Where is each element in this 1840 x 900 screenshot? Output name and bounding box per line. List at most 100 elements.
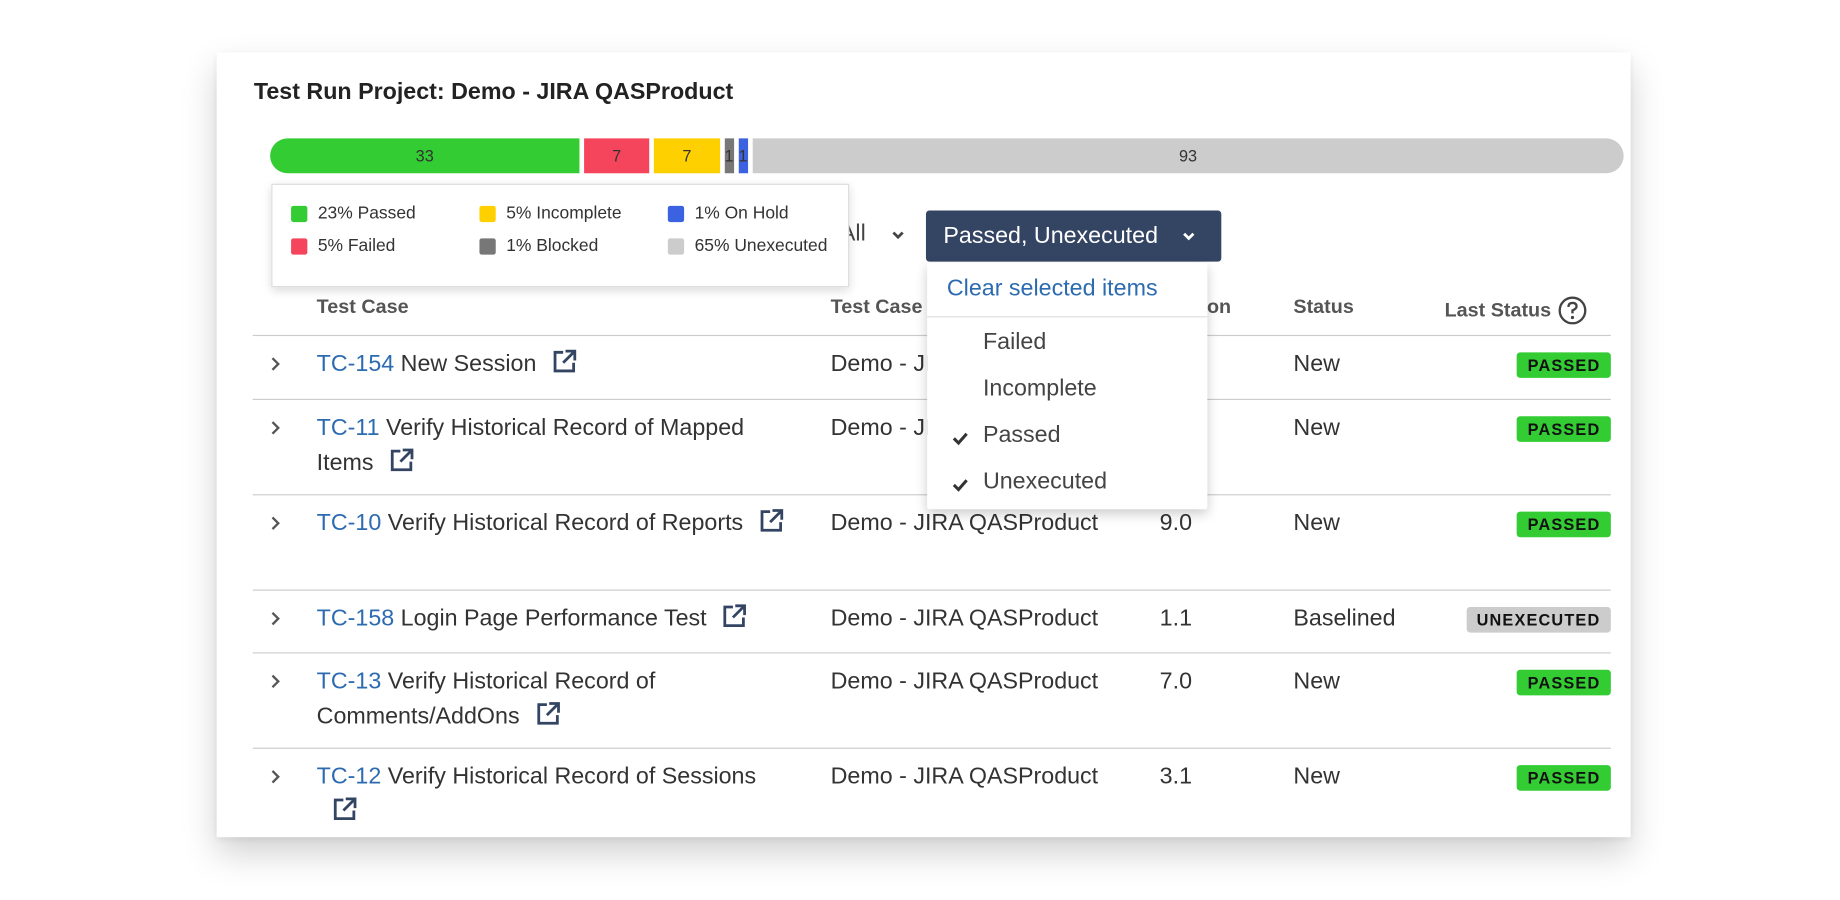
- last-status-badge: UNEXECUTED: [1466, 606, 1611, 633]
- menu-option[interactable]: Failed: [982, 329, 1047, 355]
- progress-segment: 7: [654, 138, 720, 174]
- progress-segment: 33: [270, 138, 580, 174]
- expand-chevron: [271, 357, 280, 371]
- legend-swatch: [667, 237, 685, 255]
- version: 7.0: [1159, 668, 1193, 695]
- test-case: TC-154 New Session: [317, 347, 794, 382]
- status: New: [1293, 510, 1340, 537]
- external-link-icon: [390, 448, 414, 472]
- test-case: TC-10 Verify Historical Record of Report…: [317, 506, 794, 541]
- clear-selected[interactable]: Clear selected items: [946, 275, 1158, 302]
- expand-chevron: [271, 421, 280, 435]
- legend-text: 23% Passed: [317, 203, 416, 224]
- scope-filter[interactable]: All: [840, 221, 905, 248]
- row-divider: [252, 747, 1611, 749]
- column-header: Last Status: [1445, 295, 1588, 325]
- external-link-icon: [536, 702, 560, 725]
- external-link-icon: [553, 349, 577, 373]
- legend-text: 1% On Hold: [694, 203, 789, 224]
- external-link-icon: [760, 509, 783, 532]
- expand-chevron: [271, 611, 280, 626]
- test-case: TC-12 Verify Historical Record of Sessio…: [317, 759, 794, 829]
- version: 1.1: [1159, 605, 1193, 632]
- expand-chevron: [271, 674, 280, 689]
- test-case: TC-13 Verify Historical Record of Commen…: [317, 664, 794, 734]
- title: Test Run Project: Demo - JIRA QASProduct: [253, 79, 734, 105]
- legend-text: 5% Failed: [317, 236, 396, 256]
- last-status-badge: PASSED: [1517, 416, 1611, 442]
- column-header: Test Case: [316, 295, 409, 318]
- menu-option[interactable]: Incomplete: [982, 375, 1097, 402]
- chevron: [1182, 232, 1194, 241]
- progress-segment: 7: [583, 138, 650, 174]
- legend-text: 65% Unexecuted: [694, 236, 828, 256]
- legend-text: 1% Blocked: [506, 236, 599, 256]
- menu-option[interactable]: Unexecuted: [982, 468, 1108, 495]
- chevron: [892, 230, 904, 239]
- legend-item: 23% Passed: [291, 203, 416, 223]
- last-status-badge: PASSED: [1517, 352, 1611, 378]
- row-divider: [252, 652, 1611, 654]
- check-icon: [952, 432, 968, 446]
- legend-item: 1% Blocked: [479, 236, 598, 256]
- test-case-name: Verify Historical Record of Sessions: [387, 763, 757, 790]
- menu-option[interactable]: Passed: [982, 422, 1061, 448]
- menu-divider: [927, 316, 1208, 318]
- test-case-id[interactable]: TC-158: [316, 605, 395, 632]
- status: Baselined: [1293, 605, 1396, 632]
- status-menu: Clear selected items Failed Incomplete Pass…: [927, 262, 1208, 510]
- project: Demo - JIRA QASProduct: [830, 668, 1099, 695]
- test-case: TC-11 Verify Historical Record of Mapped…: [317, 410, 794, 480]
- status: New: [1293, 415, 1340, 441]
- test-case-name: Verify Historical Record of Reports: [387, 510, 744, 537]
- help-icon: [1558, 296, 1587, 325]
- legend-item: 65% Unexecuted: [667, 236, 828, 256]
- progress-segment: 1: [724, 138, 734, 174]
- legend: 23% Passed 5% Failed 5% Incomplete 1% Block…: [271, 183, 850, 288]
- card: [216, 52, 1631, 838]
- column-header: Status: [1293, 295, 1354, 318]
- legend-text: 5% Incomplete: [506, 203, 622, 224]
- legend-swatch: [667, 205, 685, 222]
- status: New: [1293, 668, 1340, 695]
- external-link-icon: [333, 797, 357, 821]
- status: New: [1293, 763, 1340, 790]
- last-status-badge: PASSED: [1517, 669, 1611, 696]
- test-case-id[interactable]: TC-13: [316, 668, 382, 695]
- column-header-text: Last Status: [1444, 298, 1552, 321]
- expand-chevron: [271, 770, 280, 784]
- test-case-id[interactable]: TC-11: [316, 415, 380, 441]
- test-case-id[interactable]: TC-12: [316, 763, 382, 790]
- test-case-id[interactable]: TC-154: [316, 351, 395, 377]
- test-case-name: New Session: [400, 351, 537, 377]
- external-link-icon: [723, 604, 747, 627]
- project: Demo - JIRA QASProduct: [830, 763, 1099, 790]
- progress-segment: 1: [738, 138, 748, 174]
- check-icon: [952, 479, 968, 492]
- column-header: Test Case: [830, 295, 923, 318]
- progress-segment: 93: [752, 138, 1624, 174]
- test-case-id[interactable]: TC-10: [316, 510, 382, 537]
- project: Demo - JIRA QASProduct: [830, 510, 1099, 537]
- legend-swatch: [291, 205, 308, 222]
- legend-item: 5% Failed: [291, 236, 395, 256]
- test-case-name: Login Page Performance Test: [400, 605, 707, 632]
- test-case: TC-158 Login Page Performance Test: [317, 601, 794, 636]
- last-status-badge: PASSED: [1517, 511, 1611, 538]
- legend-swatch: [479, 237, 496, 255]
- status-filter-text: Passed, Unexecuted: [943, 222, 1159, 249]
- last-status-badge: PASSED: [1517, 765, 1611, 791]
- test-case-name: Verify Historical Record of Comments/Add…: [316, 668, 656, 730]
- status: New: [1293, 351, 1340, 377]
- legend-swatch: [479, 205, 496, 222]
- progress-bar: 33 7 7 1 1 93: [270, 138, 1624, 174]
- version: 3.1: [1159, 763, 1193, 790]
- status-filter-button[interactable]: Passed, Unexecuted: [925, 210, 1222, 262]
- legend-item: 5% Incomplete: [479, 203, 622, 224]
- test-case-name: Verify Historical Record of Mapped Items: [316, 415, 745, 476]
- row-divider: [252, 589, 1611, 591]
- project: Demo - JIRA QASProduct: [830, 605, 1099, 632]
- legend-swatch: [291, 237, 308, 255]
- stage: Test Run Project: Demo - JIRA QASProduct…: [12, 0, 1827, 900]
